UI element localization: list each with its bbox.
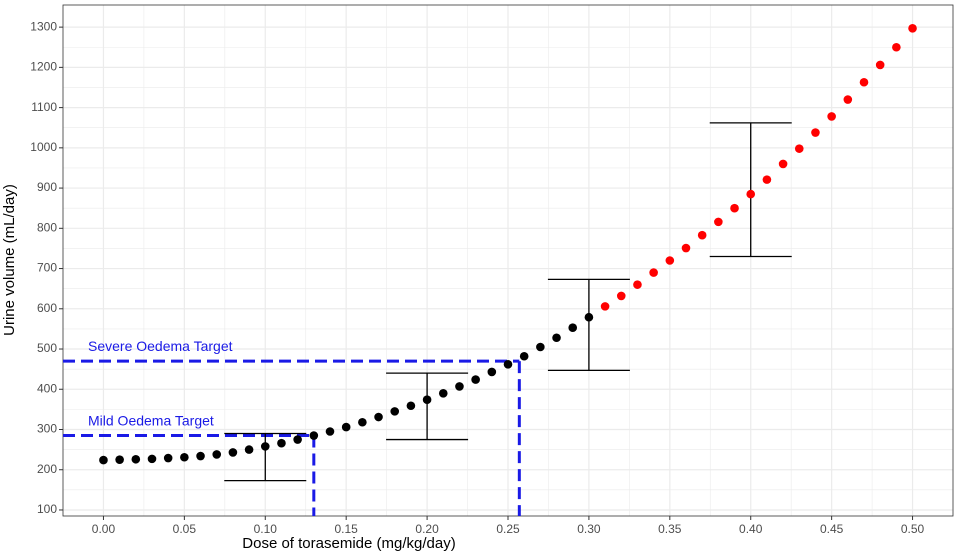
y-axis-title: Urine volume (mL/day) <box>1 184 18 336</box>
point <box>827 112 836 121</box>
point <box>794 144 804 153</box>
point <box>293 435 302 444</box>
point <box>778 159 788 169</box>
x-tick-label: 0.15 <box>335 522 359 536</box>
point <box>616 291 626 301</box>
point <box>843 95 853 104</box>
y-tick-label: 600 <box>37 301 57 315</box>
point <box>406 401 416 411</box>
point <box>552 333 561 343</box>
target-label: Severe Oedema Target <box>88 338 233 354</box>
point <box>438 388 448 398</box>
y-tick-label: 400 <box>37 381 57 395</box>
point <box>390 407 400 416</box>
point <box>196 451 205 461</box>
point <box>584 312 594 322</box>
point <box>536 342 545 352</box>
point <box>455 382 464 391</box>
x-axis-title: Dose of torasemide (mg/kg/day) <box>242 535 455 552</box>
y-tick-label: 1000 <box>30 140 57 154</box>
point <box>487 367 497 377</box>
x-tick-label: 0.30 <box>577 522 601 536</box>
x-tick-label: 0.25 <box>496 522 520 536</box>
point <box>277 438 286 448</box>
target-label: Mild Oedema Target <box>88 413 214 429</box>
point <box>115 455 124 464</box>
point <box>568 323 578 332</box>
y-tick-label: 1200 <box>30 60 57 74</box>
point <box>212 450 222 459</box>
point <box>730 203 739 213</box>
point <box>471 375 480 384</box>
point <box>341 422 351 432</box>
point <box>260 442 270 451</box>
point <box>875 60 885 70</box>
x-tick-label: 0.35 <box>658 522 682 536</box>
point <box>859 77 869 87</box>
point <box>503 360 513 369</box>
point <box>244 445 254 454</box>
point <box>811 128 820 137</box>
point <box>600 302 610 311</box>
y-tick-label: 800 <box>37 220 57 234</box>
point <box>633 280 642 289</box>
point <box>374 412 383 422</box>
point <box>422 395 432 405</box>
point <box>147 454 157 464</box>
point <box>309 431 319 440</box>
x-tick-label: 0.00 <box>92 522 116 536</box>
point <box>714 217 723 227</box>
x-tick-label: 0.40 <box>739 522 763 536</box>
y-tick-label: 1300 <box>30 19 57 33</box>
point <box>180 452 189 462</box>
point <box>358 417 367 427</box>
y-tick-label: 1100 <box>31 100 57 114</box>
x-tick-label: 0.05 <box>173 522 197 536</box>
point <box>649 268 658 277</box>
y-tick-label: 300 <box>37 422 57 436</box>
point <box>697 230 707 240</box>
y-tick-label: 900 <box>37 180 57 194</box>
y-tick-label: 700 <box>37 261 57 275</box>
y-tick-label: 200 <box>37 462 57 476</box>
point <box>908 24 917 33</box>
plot-border <box>62 4 954 517</box>
point <box>131 454 141 464</box>
point <box>746 189 756 199</box>
point <box>519 351 529 361</box>
point <box>99 455 108 465</box>
point <box>325 427 335 436</box>
point <box>163 453 173 463</box>
x-tick-label: 0.10 <box>254 522 278 536</box>
y-tick-label: 500 <box>37 341 57 355</box>
point <box>665 256 675 265</box>
x-tick-label: 0.20 <box>415 522 439 536</box>
point <box>892 42 901 52</box>
y-tick-label: 100 <box>37 502 57 516</box>
x-tick-label: 0.45 <box>820 522 844 536</box>
point <box>681 243 691 253</box>
point <box>762 175 772 184</box>
x-tick-label: 0.50 <box>901 522 925 536</box>
point <box>228 448 238 457</box>
